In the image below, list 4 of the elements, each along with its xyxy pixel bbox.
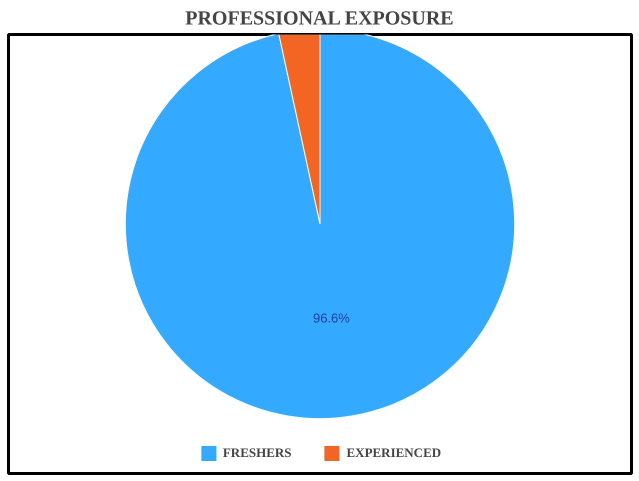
legend-label: EXPERIENCED [346,445,442,461]
data-label: 96.6% [312,310,350,326]
chart-title: PROFESSIONAL EXPOSURE [185,8,454,30]
legend-label: FRESHERS [222,445,292,461]
